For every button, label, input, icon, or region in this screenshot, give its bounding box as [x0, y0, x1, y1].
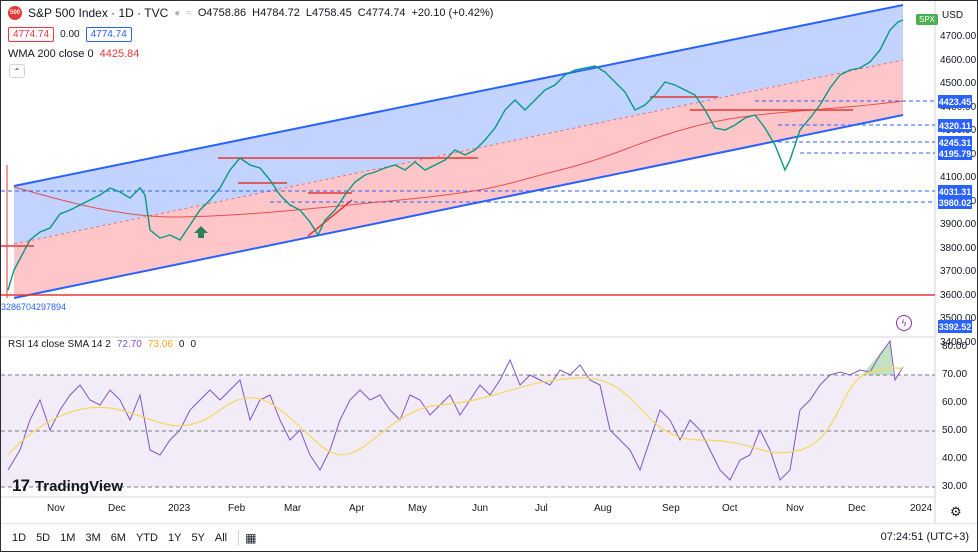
change-value: +20.10 (+0.42%): [411, 7, 494, 19]
rsi-value: 72.70: [116, 339, 142, 350]
wma-label: WMA 200 close 0: [8, 48, 94, 60]
rsi-extra-2: 0: [190, 339, 197, 350]
spread-value: 0.00: [60, 29, 80, 40]
time-tick: Sep: [662, 503, 680, 514]
collapse-legend-button[interactable]: ⌃: [9, 64, 25, 78]
timeframe-all-button[interactable]: All: [214, 531, 228, 544]
sell-price-box[interactable]: 4774.74: [8, 27, 55, 42]
rsi-sma-value: 73.06: [147, 339, 173, 350]
wma-legend[interactable]: WMA 200 close 0 4425.84: [8, 48, 139, 60]
time-tick: Oct: [722, 503, 738, 514]
close-value: C4774.74: [357, 7, 406, 19]
low-marker-label: 3286704297894: [1, 302, 67, 312]
tradingview-logo: 17 TradingView: [12, 476, 123, 496]
channel-bottom-line: [13, 114, 904, 299]
rsi-tick: 50.00: [942, 425, 968, 436]
wma-200-line: [13, 100, 904, 218]
time-tick: Dec: [108, 503, 126, 514]
price-tick: 3900.00: [940, 219, 977, 230]
price-tick: 3400.00: [940, 336, 977, 348]
gear-icon[interactable]: ⚙: [950, 504, 962, 519]
time-tick: Aug: [594, 503, 612, 514]
time-tick: 2023: [168, 503, 191, 514]
channel-mid-line: [13, 59, 904, 245]
price-tick: 3800.00: [940, 242, 977, 254]
open-value: O4758.86: [197, 7, 247, 19]
price-tick: 3700.00: [940, 266, 977, 277]
time-tick: May: [408, 503, 427, 514]
high-value: H4784.72: [252, 7, 300, 19]
symbol-logo: 500: [8, 6, 22, 20]
time-tick: Jul: [535, 503, 548, 514]
price-tag: 3392.52: [938, 320, 972, 333]
price-tag: 4195.79: [938, 147, 972, 160]
calendar-icon[interactable]: ▦: [245, 530, 257, 545]
rsi-tick: 40.00: [942, 453, 968, 464]
wma-value: 4425.84: [99, 48, 140, 60]
price-tag: 4031.31: [938, 185, 972, 198]
clock[interactable]: 07:24:51 (UTC+3): [880, 531, 969, 543]
rsi-tick: 70.00: [942, 369, 968, 380]
rsi-sma-line: [7, 367, 904, 456]
timeframe-ytd-button[interactable]: YTD: [135, 531, 158, 544]
time-tick: Nov: [786, 503, 804, 514]
channel-top-line: [13, 4, 904, 187]
rsi-overbought-fill: [862, 341, 893, 375]
logo-text: TradingView: [34, 477, 124, 495]
price-tick: 4700.00: [940, 31, 977, 42]
rsi-label: RSI 14 close SMA 14 2: [8, 339, 111, 350]
timeframe-6m-button[interactable]: 6M: [110, 531, 126, 544]
timeframe-1d-button[interactable]: 1D: [12, 531, 27, 544]
time-tick: Mar: [284, 503, 302, 514]
chevron-up-icon: ⌃: [13, 66, 21, 76]
price-tick: 4100.00: [940, 172, 977, 183]
bid-ask-row: 4774.74 0.00 4774.74: [8, 27, 132, 42]
eye-icon[interactable]: ●: [174, 7, 181, 19]
price-path: [7, 19, 904, 291]
time-tick: Apr: [349, 503, 365, 514]
price-tag: 3980.02: [938, 196, 972, 209]
rsi-extra-1: 0: [178, 339, 185, 350]
rsi-tick: 30.00: [942, 481, 968, 492]
rsi-legend[interactable]: RSI 14 close SMA 14 2 72.70 73.06 0 0: [8, 339, 196, 350]
timeframe-5d-button[interactable]: 5D: [36, 531, 51, 544]
timeframe-1m-button[interactable]: 1M: [60, 531, 76, 544]
symbol-title[interactable]: S&P 500 Index · 1D · TVC: [28, 6, 169, 20]
price-tick: 4500.00: [940, 78, 977, 89]
rsi-tick: 80.00: [942, 341, 968, 352]
time-tick: Feb: [228, 503, 246, 514]
symbol-legend[interactable]: 500 S&P 500 Index · 1D · TVC ● ≈ O4758.8…: [8, 6, 493, 20]
up-arrow-marker: [194, 226, 208, 238]
time-tick: Dec: [848, 503, 866, 514]
price-tag: 4245.31: [938, 136, 972, 149]
buy-price-box[interactable]: 4774.74: [85, 27, 132, 42]
timeframe-5y-button[interactable]: 5Y: [191, 531, 205, 544]
low-value: L4758.45: [305, 7, 352, 19]
symbol-tag: SPX: [916, 14, 939, 25]
channel-upper-fill: [14, 5, 903, 244]
lightning-icon[interactable]: ϟ: [896, 315, 912, 331]
price-tag: 4320.11: [938, 119, 972, 132]
bottom-toolbar: 1D 5D 1M 3M 6M YTD 1Y 5Y All ▦ 07:24:51 (UTC+3): [1, 523, 977, 551]
time-tick: Nov: [47, 503, 65, 514]
price-tick: 4600.00: [940, 54, 977, 66]
rsi-tick: 60.00: [942, 397, 968, 408]
logo-mark: 17: [12, 476, 30, 495]
price-tag: 4423.45: [938, 95, 972, 108]
rsi-line: [7, 339, 904, 481]
price-tick: 3600.00: [940, 289, 977, 301]
timeframe-3m-button[interactable]: 3M: [85, 531, 101, 544]
price-tick: 3500.00: [940, 313, 977, 324]
compare-icon[interactable]: ≈: [186, 7, 192, 19]
timeframe-buttons: 1D 5D 1M 3M 6M YTD 1Y 5Y All: [1, 532, 232, 544]
channel-lower-fill: [14, 60, 903, 298]
timeframe-1y-button[interactable]: 1Y: [167, 531, 182, 544]
currency-label[interactable]: USD: [942, 10, 964, 21]
time-tick: Jun: [472, 503, 489, 514]
time-tick: 2024: [910, 503, 933, 514]
toolbar-separator: [238, 529, 240, 546]
